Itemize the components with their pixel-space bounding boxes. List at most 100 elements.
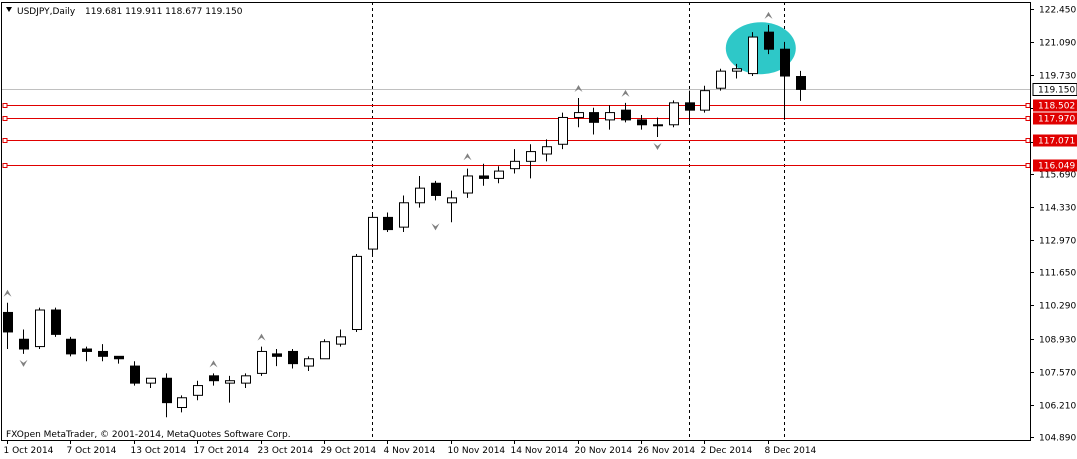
candle-down bbox=[764, 31, 774, 50]
price-tick-label: 114.330 bbox=[1039, 204, 1076, 214]
candle-down bbox=[3, 311, 13, 333]
date-tick-label: 29 Oct 2014 bbox=[321, 446, 377, 456]
date-tick-label: 17 Oct 2014 bbox=[194, 446, 250, 456]
level-handle-right[interactable] bbox=[1025, 138, 1031, 143]
plot-frame bbox=[1, 2, 1031, 441]
fractal-up-arrow bbox=[463, 153, 472, 161]
fractal-up-arrow bbox=[621, 89, 630, 97]
candle-up bbox=[193, 385, 203, 396]
candle-up bbox=[558, 116, 568, 145]
level-handle-right[interactable] bbox=[1025, 163, 1031, 168]
price-tick-label: 111.650 bbox=[1039, 269, 1076, 279]
candle-up bbox=[177, 397, 187, 409]
candle-up bbox=[716, 70, 726, 89]
candle-down bbox=[431, 182, 441, 196]
level-handle-right[interactable] bbox=[1025, 116, 1031, 121]
candle-down bbox=[621, 109, 631, 121]
candle-down bbox=[130, 365, 140, 384]
candle-up bbox=[225, 380, 235, 384]
date-tick-label: 13 Oct 2014 bbox=[131, 446, 187, 456]
date-tick-label: 2 Dec 2014 bbox=[701, 446, 753, 456]
level-price-label: 117.071 bbox=[1038, 137, 1075, 147]
candle-down bbox=[209, 375, 219, 382]
highlight-ellipse bbox=[725, 22, 796, 75]
candle-up bbox=[35, 309, 45, 348]
candle-up bbox=[748, 36, 758, 75]
candle-up bbox=[463, 175, 473, 194]
candle-down bbox=[383, 216, 393, 231]
current-price-badge bbox=[1032, 83, 1077, 96]
fractal-down-arrow bbox=[653, 142, 662, 150]
level-price-label: 118.502 bbox=[1038, 102, 1075, 112]
candle-down bbox=[66, 338, 76, 355]
candle-up bbox=[669, 102, 679, 126]
level-handle-left[interactable] bbox=[2, 103, 8, 108]
levels-layer[interactable] bbox=[1, 89, 1031, 168]
price-tick-label: 112.970 bbox=[1039, 237, 1076, 247]
candle-down bbox=[479, 175, 489, 179]
date-tick-label: 14 Nov 2014 bbox=[511, 446, 569, 456]
candle-down bbox=[114, 355, 124, 360]
candle-down bbox=[51, 309, 61, 335]
price-tick-label: 106.210 bbox=[1039, 402, 1076, 412]
date-tick-label: 1 Oct 2014 bbox=[4, 446, 54, 456]
candle-down bbox=[19, 338, 29, 350]
date-tick-label: 10 Nov 2014 bbox=[448, 446, 506, 456]
price-tick-label: 110.290 bbox=[1039, 302, 1076, 312]
highlight-layer bbox=[725, 22, 796, 75]
candle-up bbox=[653, 124, 663, 127]
level-price-badge bbox=[1033, 134, 1077, 147]
candle-up bbox=[415, 187, 425, 204]
level-handle-right[interactable] bbox=[1025, 103, 1031, 108]
fractal-up-arrow bbox=[3, 289, 12, 297]
candle-down bbox=[685, 102, 695, 111]
level-handle-left[interactable] bbox=[2, 138, 8, 143]
candle-up bbox=[304, 358, 314, 367]
date-tick-label: 26 Nov 2014 bbox=[638, 446, 696, 456]
level-price-badge bbox=[1033, 159, 1077, 172]
chart-symbol: USDJPY,Daily bbox=[17, 7, 76, 17]
candle-up bbox=[146, 377, 156, 384]
candle-up bbox=[574, 112, 584, 118]
price-tick-label: 108.930 bbox=[1039, 336, 1076, 346]
date-tick-label: 7 Oct 2014 bbox=[67, 446, 117, 456]
candle-down bbox=[98, 350, 108, 357]
candle-down bbox=[637, 119, 647, 126]
price-tick-label: 121.090 bbox=[1039, 39, 1076, 49]
level-handle-left[interactable] bbox=[2, 116, 8, 121]
level-handle-left[interactable] bbox=[2, 163, 8, 168]
candle-up bbox=[526, 151, 536, 162]
level-price-badge bbox=[1033, 99, 1077, 112]
price-tick-label: 115.690 bbox=[1039, 171, 1076, 181]
fractal-down-arrow bbox=[431, 223, 440, 231]
date-tick-label: 20 Nov 2014 bbox=[575, 446, 633, 456]
candle-up bbox=[542, 146, 552, 155]
candle-up bbox=[700, 90, 710, 111]
candle-up bbox=[399, 202, 409, 228]
candle-up bbox=[320, 341, 330, 360]
candle-down bbox=[589, 112, 599, 123]
candle-up bbox=[368, 216, 378, 250]
date-tick-label: 23 Oct 2014 bbox=[258, 446, 314, 456]
candle-up bbox=[494, 170, 504, 179]
candle-down bbox=[162, 377, 172, 404]
level-price-badge bbox=[1033, 112, 1077, 125]
candle-down bbox=[288, 350, 298, 365]
fractal-up-arrow bbox=[574, 84, 583, 92]
candle-up bbox=[510, 160, 520, 170]
level-price-label: 116.049 bbox=[1038, 162, 1075, 172]
copyright-text: FXOpen MetaTrader, © 2001-2014, MetaQuot… bbox=[6, 430, 291, 440]
candle-up bbox=[447, 197, 457, 204]
fractal-down-arrow bbox=[19, 359, 28, 367]
candle-up bbox=[732, 68, 742, 72]
triangle-down-icon[interactable] bbox=[6, 7, 12, 12]
level-price-label: 117.970 bbox=[1038, 115, 1075, 125]
candle-down bbox=[796, 76, 806, 90]
date-tick-label: 8 Dec 2014 bbox=[765, 446, 817, 456]
fractal-up-arrow bbox=[764, 11, 773, 19]
current-price-label: 119.150 bbox=[1038, 86, 1075, 96]
fractals-layer bbox=[3, 11, 773, 368]
